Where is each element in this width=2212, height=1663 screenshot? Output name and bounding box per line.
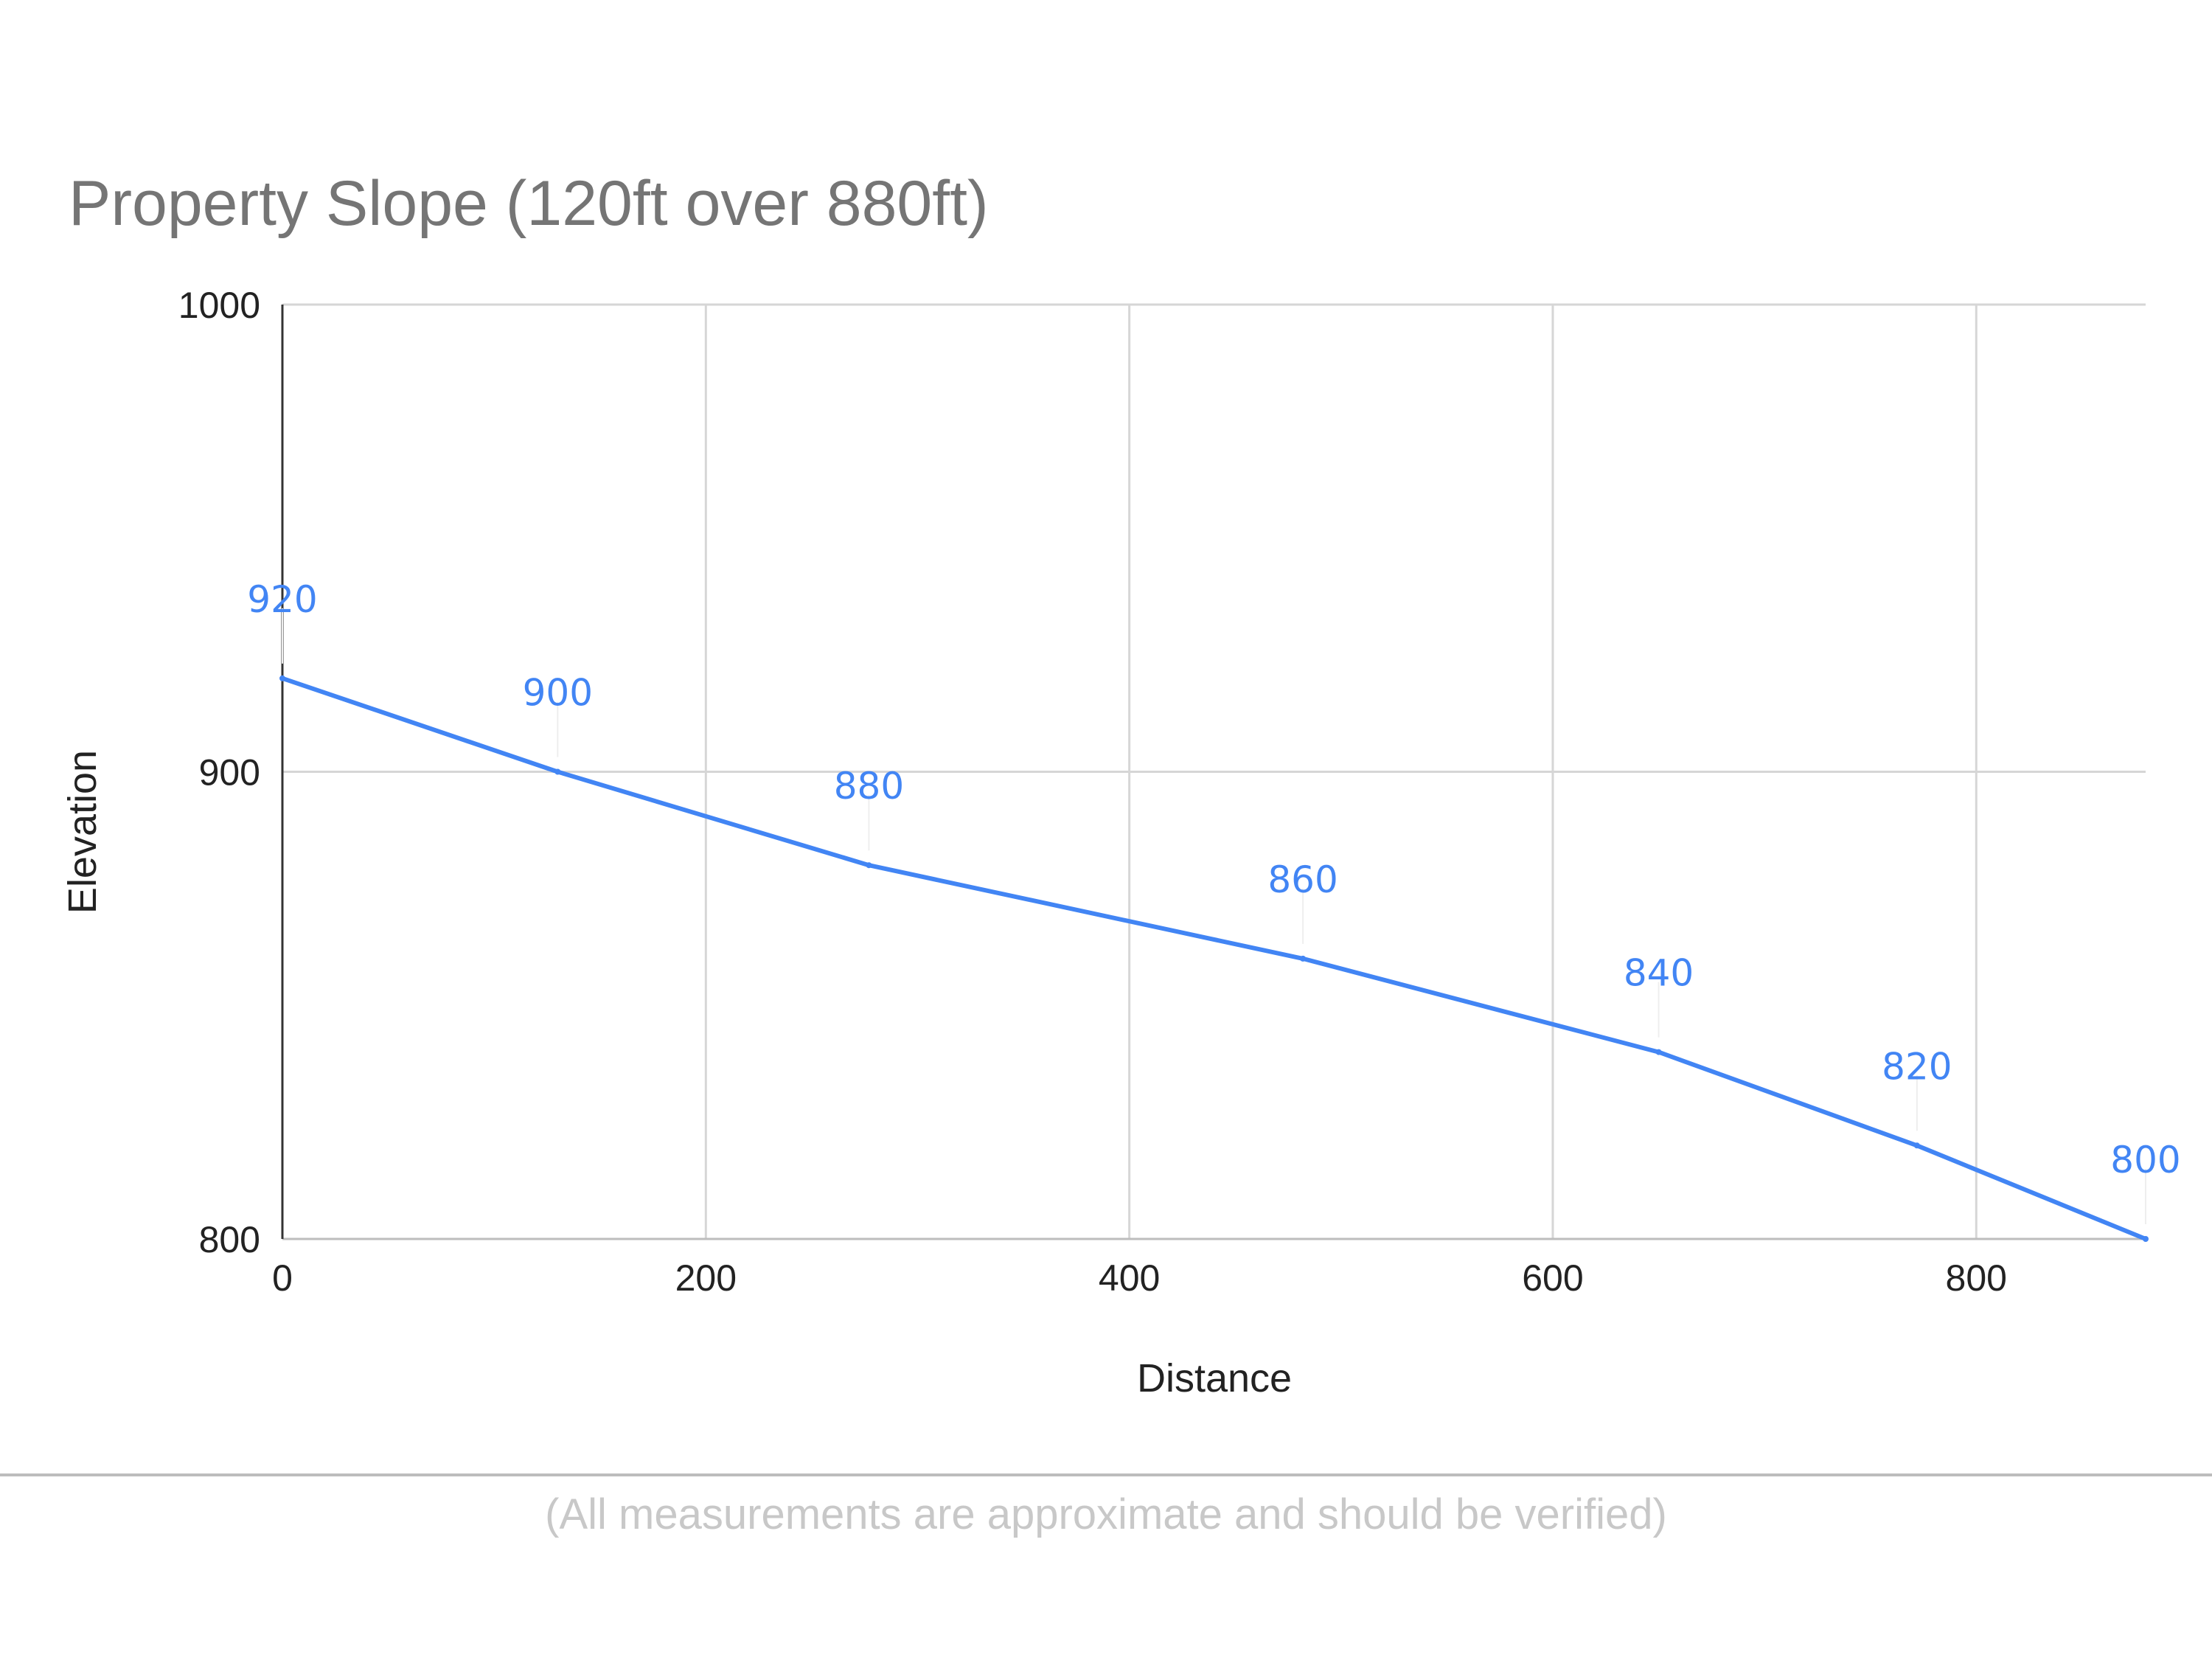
data-label: 860	[1267, 858, 1338, 901]
data-point	[554, 768, 561, 775]
y-tick-label: 1000	[178, 285, 260, 326]
data-point	[279, 675, 285, 681]
data-label: 880	[834, 765, 904, 808]
data-labels: 920 900 880 860 840 820 800	[247, 578, 2181, 1224]
tick-labels: 0 200 400 600 800 800 900 1000	[178, 285, 2007, 1299]
data-label: 820	[1882, 1045, 1952, 1088]
data-point	[2143, 1236, 2149, 1242]
data-label: 920	[247, 578, 317, 621]
chart-title: Property Slope (120ft over 880ft)	[69, 168, 989, 239]
data-label: 800	[2110, 1139, 2180, 1181]
x-tick-label: 200	[675, 1257, 737, 1299]
data-point	[866, 862, 872, 869]
x-tick-label: 600	[1522, 1257, 1583, 1299]
x-axis-label: Distance	[1137, 1356, 1292, 1400]
data-point	[1913, 1142, 1920, 1149]
series-layer	[279, 675, 2149, 1242]
disclaimer-note: (All measurements are approximate and sh…	[545, 1490, 1667, 1538]
x-tick-label: 800	[1946, 1257, 2007, 1299]
y-tick-label: 900	[199, 752, 260, 794]
series-line	[280, 676, 2148, 1241]
y-tick-label: 800	[199, 1219, 260, 1260]
data-label: 840	[1624, 952, 1694, 995]
data-label: 900	[523, 672, 593, 715]
data-point	[1655, 1049, 1662, 1055]
data-point	[1300, 955, 1307, 962]
y-axis-label: Elevation	[60, 750, 105, 914]
x-tick-label: 400	[1099, 1257, 1160, 1299]
gridlines	[282, 303, 2146, 1240]
x-tick-label: 0	[272, 1257, 293, 1299]
